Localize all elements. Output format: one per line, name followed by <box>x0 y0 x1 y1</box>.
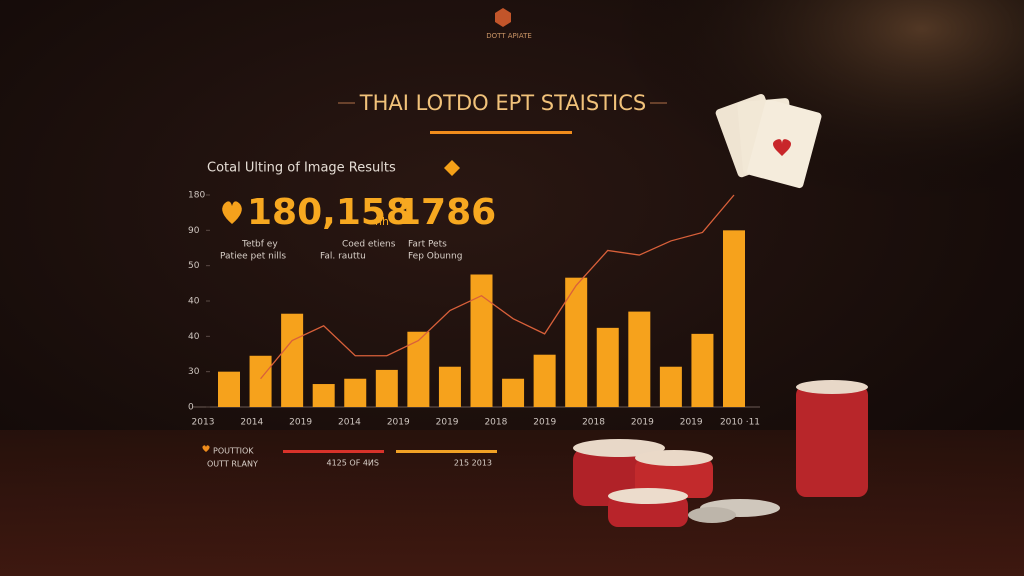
x-tick-label: 2013 <box>192 418 215 428</box>
bar <box>691 333 714 407</box>
x-tick-label: 2014 <box>338 418 361 428</box>
legend-label: POUTTIOK <box>213 447 254 456</box>
cards <box>715 94 822 189</box>
stat-label: Fart Pets <box>408 240 447 250</box>
bar <box>249 355 272 407</box>
heart <box>222 201 242 224</box>
x-tick-label: 2019 <box>387 418 410 428</box>
bar <box>312 384 335 407</box>
legend-swatch <box>396 450 497 453</box>
bar <box>407 331 430 407</box>
legend-label: OUTT RLANY <box>207 460 258 469</box>
bar <box>502 378 525 407</box>
y-tick-label: 90 <box>188 226 200 236</box>
stat-label: Fal. rauttu <box>320 252 366 262</box>
x-tick-label: 2019 <box>436 418 459 428</box>
bar <box>723 230 745 407</box>
brand: DOTT APIATE <box>486 32 532 40</box>
diamond <box>444 160 460 176</box>
big-number-unit: hh <box>375 215 389 228</box>
y-tick-label: 180 <box>188 191 205 201</box>
bar <box>344 378 367 407</box>
stat-label: Tetbf ey <box>241 240 278 250</box>
line <box>260 194 735 380</box>
big-number: 180,158 <box>247 192 411 233</box>
x-tick-label: 2019 <box>680 418 703 428</box>
bar <box>281 313 304 407</box>
x-tick-label: 2010 ·11 <box>720 418 760 428</box>
legend-label: 4125 OF 4ИS <box>327 459 380 468</box>
bar <box>218 371 240 407</box>
stat-label: Patiee pet nills <box>220 252 286 262</box>
x-tick-label: 2019 <box>631 418 654 428</box>
stat-label: Coed etiens <box>342 240 396 250</box>
table <box>0 430 1024 576</box>
y-tick-label: 30 <box>188 367 200 377</box>
bar <box>438 366 461 407</box>
bar <box>659 366 682 407</box>
x-tick-label: 2019 <box>533 418 556 428</box>
bar <box>596 327 619 407</box>
x-tick-label: 2014 <box>240 418 263 428</box>
x-tick-label: 2019 <box>289 418 312 428</box>
x-tick-label: 2018 <box>582 418 605 428</box>
legend-label: 215 2013 <box>454 459 492 468</box>
chart-title: THAI LOTDO EPT STAISTICS <box>359 91 646 115</box>
bar <box>628 311 651 407</box>
legend-swatch <box>283 450 384 453</box>
bar <box>533 354 556 407</box>
y-tick-label: 40 <box>188 332 200 342</box>
y-tick-label: 50 <box>188 261 200 271</box>
stat-label: Fep Obunng <box>408 252 462 262</box>
bar <box>470 274 493 407</box>
bar <box>375 369 398 407</box>
x-tick-label: 2018 <box>484 418 507 428</box>
big-number: 1786 <box>396 192 496 233</box>
chips <box>573 380 868 527</box>
bar <box>565 277 588 407</box>
y-tick-label: 40 <box>188 297 200 307</box>
title-underline <box>430 131 572 134</box>
legend-heart <box>202 445 210 452</box>
y-tick-label: 0 <box>188 403 194 413</box>
logo <box>495 8 511 27</box>
subtitle: Cotal Ulting of Image Results <box>207 161 396 176</box>
